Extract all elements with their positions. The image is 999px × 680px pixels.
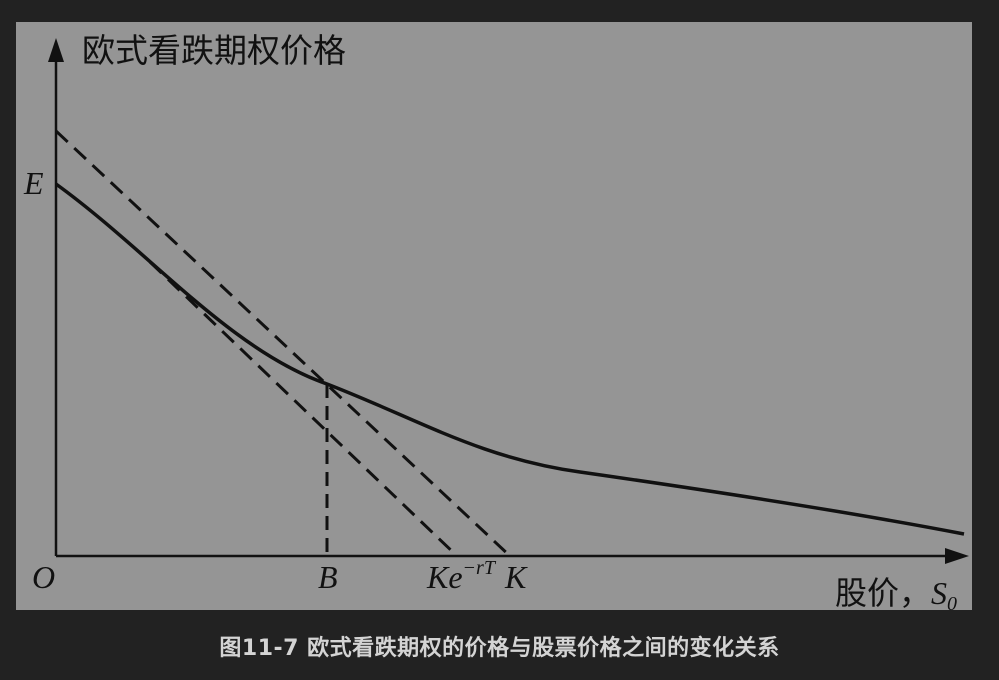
put-price-curve [56, 184, 964, 534]
y-axis-label: 欧式看跌期权价格 [82, 31, 346, 70]
figure-caption: 图11-7 欧式看跌期权的价格与股票价格之间的变化关系 [0, 630, 999, 662]
k-label: K [504, 559, 528, 595]
x-axis-arrow-icon [945, 548, 969, 564]
point-b-label: B [318, 559, 338, 595]
ke-label-base: Ke [426, 559, 463, 595]
origin-label: O [32, 559, 55, 595]
x-axis-symbol: S [931, 575, 947, 611]
ke-label: Ke−rT [426, 557, 497, 595]
dashed-line-lower [150, 262, 457, 556]
x-axis-label: 股价，S0 [835, 574, 957, 615]
y-intercept-label: E [23, 165, 44, 201]
y-axis-arrow-icon [48, 38, 64, 62]
x-axis-subscript: 0 [947, 593, 957, 615]
x-axis-label-text: 股价， [835, 574, 931, 612]
dashed-line-upper [56, 131, 510, 556]
ke-label-exponent: −rT [463, 557, 497, 579]
